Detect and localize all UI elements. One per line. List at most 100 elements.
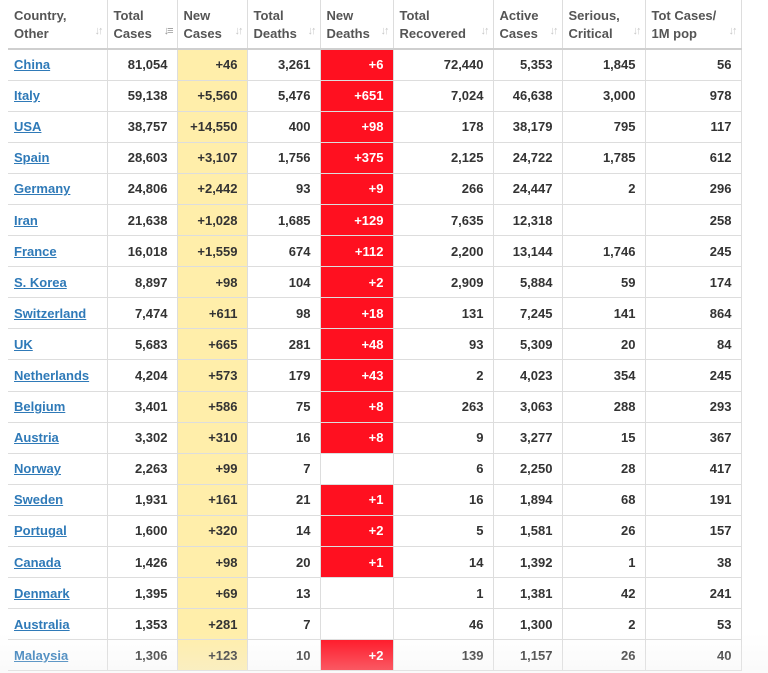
sort-both-icon[interactable]: ↓↑ xyxy=(480,25,490,37)
cell-serious-critical: 68 xyxy=(561,483,646,516)
cell-tot-cases-per-1m: 157 xyxy=(644,514,742,548)
sort-descending-icon[interactable]: ↓≡ xyxy=(163,25,174,37)
country-link[interactable]: Netherlands xyxy=(14,367,90,383)
country-link[interactable]: USA xyxy=(14,119,42,135)
country-link[interactable]: Australia xyxy=(14,616,70,632)
cell-serious-critical: 1,785 xyxy=(561,141,646,174)
cell-new-deaths: +8 xyxy=(319,390,394,423)
cell-total-cases: 59,138 xyxy=(106,79,178,112)
cell-total-deaths: 179 xyxy=(246,359,321,392)
cell-total-cases: 1,426 xyxy=(106,545,178,579)
sort-both-icon[interactable]: ↓↑ xyxy=(234,25,244,37)
cell-total-recovered: 46 xyxy=(392,608,494,641)
cell-total-cases: 81,054 xyxy=(106,48,178,81)
cell-new-deaths xyxy=(319,452,394,485)
country-link[interactable]: Sweden xyxy=(14,492,64,508)
sort-both-icon[interactable]: ↓↑ xyxy=(549,25,559,37)
cell-tot-cases-per-1m: 241 xyxy=(644,577,742,610)
column-header-new-deaths[interactable]: New Deaths ↓↑ xyxy=(319,0,394,50)
cell-tot-cases-per-1m: 296 xyxy=(644,172,742,205)
cell-serious-critical: 1 xyxy=(561,545,646,579)
cell-tot-cases-per-1m: 191 xyxy=(644,483,742,516)
country-link[interactable]: China xyxy=(14,57,51,73)
sort-both-icon[interactable]: ↓↑ xyxy=(380,25,390,37)
cell-tot-cases-per-1m: 864 xyxy=(644,297,742,330)
sort-both-icon[interactable]: ↓↑ xyxy=(94,25,104,37)
country-link[interactable]: Austria xyxy=(14,430,59,446)
country-link[interactable]: France xyxy=(14,243,57,259)
cell-active-cases: 1,392 xyxy=(492,545,563,579)
sort-both-icon[interactable]: ↓↑ xyxy=(632,25,642,37)
header-label-line2: Deaths xyxy=(326,26,370,41)
cell-new-deaths xyxy=(319,608,394,641)
country-link[interactable]: Denmark xyxy=(14,585,70,601)
header-label-line1: New xyxy=(183,8,211,23)
cell-new-cases: +123 xyxy=(176,639,248,672)
country-link[interactable]: Malaysia xyxy=(14,647,69,663)
cell-serious-critical: 28 xyxy=(561,452,646,485)
country-link[interactable]: Spain xyxy=(14,150,50,166)
cell-new-deaths: +1 xyxy=(319,483,394,516)
table-row: Switzerland 7,474 +611 98 +18 131 7,245 141 864 xyxy=(8,297,742,330)
table-row: Australia 1,353 +281 7 46 1,300 2 53 xyxy=(8,608,742,641)
header-label-line1: New xyxy=(326,8,354,23)
cell-new-cases: +3,107 xyxy=(176,141,248,174)
cell-new-cases: +99 xyxy=(176,452,248,485)
cell-total-deaths: 16 xyxy=(246,421,321,454)
table-row: Denmark 1,395 +69 13 1 1,381 42 241 xyxy=(8,577,742,610)
table-row: Norway 2,263 +99 7 6 2,250 28 417 xyxy=(8,452,742,485)
cell-total-deaths: 400 xyxy=(246,110,321,143)
cell-country: Germany xyxy=(8,172,108,205)
cell-total-cases: 4,204 xyxy=(106,359,178,392)
column-header-total-deaths[interactable]: Total Deaths ↓↑ xyxy=(246,0,321,50)
column-header-new-cases[interactable]: New Cases ↓↑ xyxy=(176,0,248,50)
cell-active-cases: 4,023 xyxy=(492,359,563,392)
country-link[interactable]: UK xyxy=(14,336,33,352)
header-label-line2: Deaths xyxy=(253,26,297,41)
cell-country: Italy xyxy=(8,79,108,112)
column-header-active-cases[interactable]: Active Cases ↓↑ xyxy=(492,0,563,50)
cell-total-deaths: 93 xyxy=(246,172,321,205)
column-header-total-cases[interactable]: Total Cases ↓≡ xyxy=(106,0,178,50)
country-link[interactable]: Iran xyxy=(14,212,38,228)
cell-country: UK xyxy=(8,328,108,361)
cell-total-recovered: 5 xyxy=(392,514,494,548)
header-label-line1: Total xyxy=(253,8,284,23)
country-link[interactable]: Norway xyxy=(14,461,61,477)
column-header-tot-cases-per-1m[interactable]: Tot Cases/1M pop ↓↑ xyxy=(644,0,742,50)
cell-active-cases: 1,300 xyxy=(492,608,563,641)
country-link[interactable]: Canada xyxy=(14,554,61,570)
country-link[interactable]: Switzerland xyxy=(14,305,87,321)
country-link[interactable]: Germany xyxy=(14,181,71,197)
table-row: Spain 28,603 +3,107 1,756 +375 2,125 24,722 1,7… xyxy=(8,141,742,174)
country-link[interactable]: Portugal xyxy=(14,523,67,539)
cell-new-deaths: +6 xyxy=(319,48,394,81)
cell-active-cases: 38,179 xyxy=(492,110,563,143)
sort-both-icon[interactable]: ↓↑ xyxy=(728,25,738,37)
cell-country: Spain xyxy=(8,141,108,174)
cell-new-deaths xyxy=(319,577,394,610)
cell-new-cases: +310 xyxy=(176,421,248,454)
country-link[interactable]: Italy xyxy=(14,88,41,104)
country-link[interactable]: Belgium xyxy=(14,399,66,415)
cell-tot-cases-per-1m: 38 xyxy=(644,545,742,579)
column-header-total-recovered[interactable]: Total Recovered ↓↑ xyxy=(392,0,494,50)
covid-table-container: Country, Other ↓↑ Total Cases ↓≡ New Cases ↓↑ Tot… xyxy=(8,0,742,672)
country-link[interactable]: S. Korea xyxy=(14,274,67,290)
cell-total-cases: 3,401 xyxy=(106,390,178,423)
cell-total-deaths: 20 xyxy=(246,545,321,579)
cell-new-deaths: +1 xyxy=(319,545,394,579)
table-row: Iran 21,638 +1,028 1,685 +129 7,635 12,318 258 xyxy=(8,203,742,237)
cell-country: Canada xyxy=(8,545,108,579)
cell-tot-cases-per-1m: 174 xyxy=(644,266,742,299)
cell-active-cases: 13,144 xyxy=(492,235,563,268)
table-row: China 81,054 +46 3,261 +6 72,440 5,353 1,845 56 xyxy=(8,48,742,81)
cell-serious-critical: 795 xyxy=(561,110,646,143)
sort-both-icon[interactable]: ↓↑ xyxy=(307,25,317,37)
column-header-serious-critical[interactable]: Serious, Critical ↓↑ xyxy=(561,0,646,50)
cell-total-cases: 7,474 xyxy=(106,297,178,330)
cell-active-cases: 5,353 xyxy=(492,48,563,81)
column-header-country[interactable]: Country, Other ↓↑ xyxy=(8,0,108,50)
cell-country: Portugal xyxy=(8,514,108,548)
cell-total-cases: 21,638 xyxy=(106,203,178,237)
